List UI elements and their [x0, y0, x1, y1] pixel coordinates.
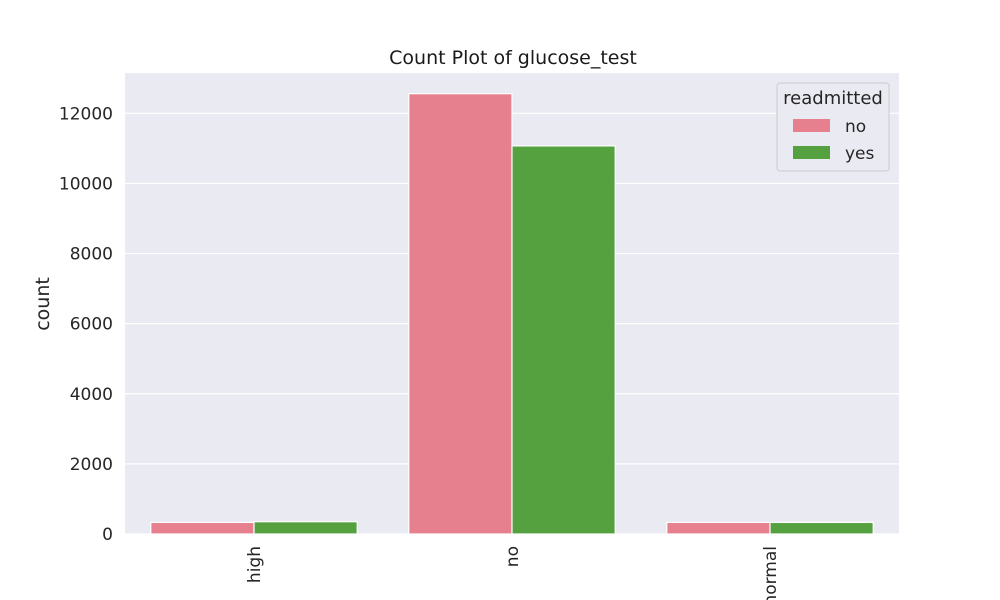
x-tick-label: no	[503, 546, 523, 567]
y-tick-label: 12000	[59, 104, 113, 124]
y-tick-label: 6000	[70, 315, 113, 335]
y-axis-ticks: 0 2000 4000 6000 8000 10000 12000	[59, 104, 113, 545]
legend-label-no: no	[845, 117, 866, 137]
x-axis-ticks: high no normal	[245, 546, 781, 600]
y-tick-label: 0	[102, 525, 113, 545]
bar-normal-no	[666, 521, 771, 535]
chart-title: Count Plot of glucose_test	[389, 47, 637, 69]
y-tick-label: 2000	[70, 455, 113, 475]
legend-label-yes: yes	[845, 144, 875, 164]
legend-swatch-no	[793, 119, 830, 132]
legend-swatch-yes	[793, 146, 830, 159]
y-tick-label: 10000	[59, 174, 113, 194]
x-tick-label: high	[245, 546, 265, 583]
bars	[150, 93, 874, 535]
bar-normal-yes	[769, 521, 874, 535]
bar-high-yes	[253, 521, 358, 535]
y-tick-label: 4000	[70, 385, 113, 405]
legend: readmitted no yes	[776, 82, 890, 172]
y-axis-label: count	[32, 277, 54, 331]
bar-no-no	[408, 93, 513, 535]
legend-title: readmitted	[783, 88, 883, 109]
y-tick-label: 8000	[70, 245, 113, 265]
bar-no-yes	[511, 145, 616, 535]
bar-high-no	[150, 521, 255, 535]
x-tick-label: normal	[761, 546, 781, 600]
